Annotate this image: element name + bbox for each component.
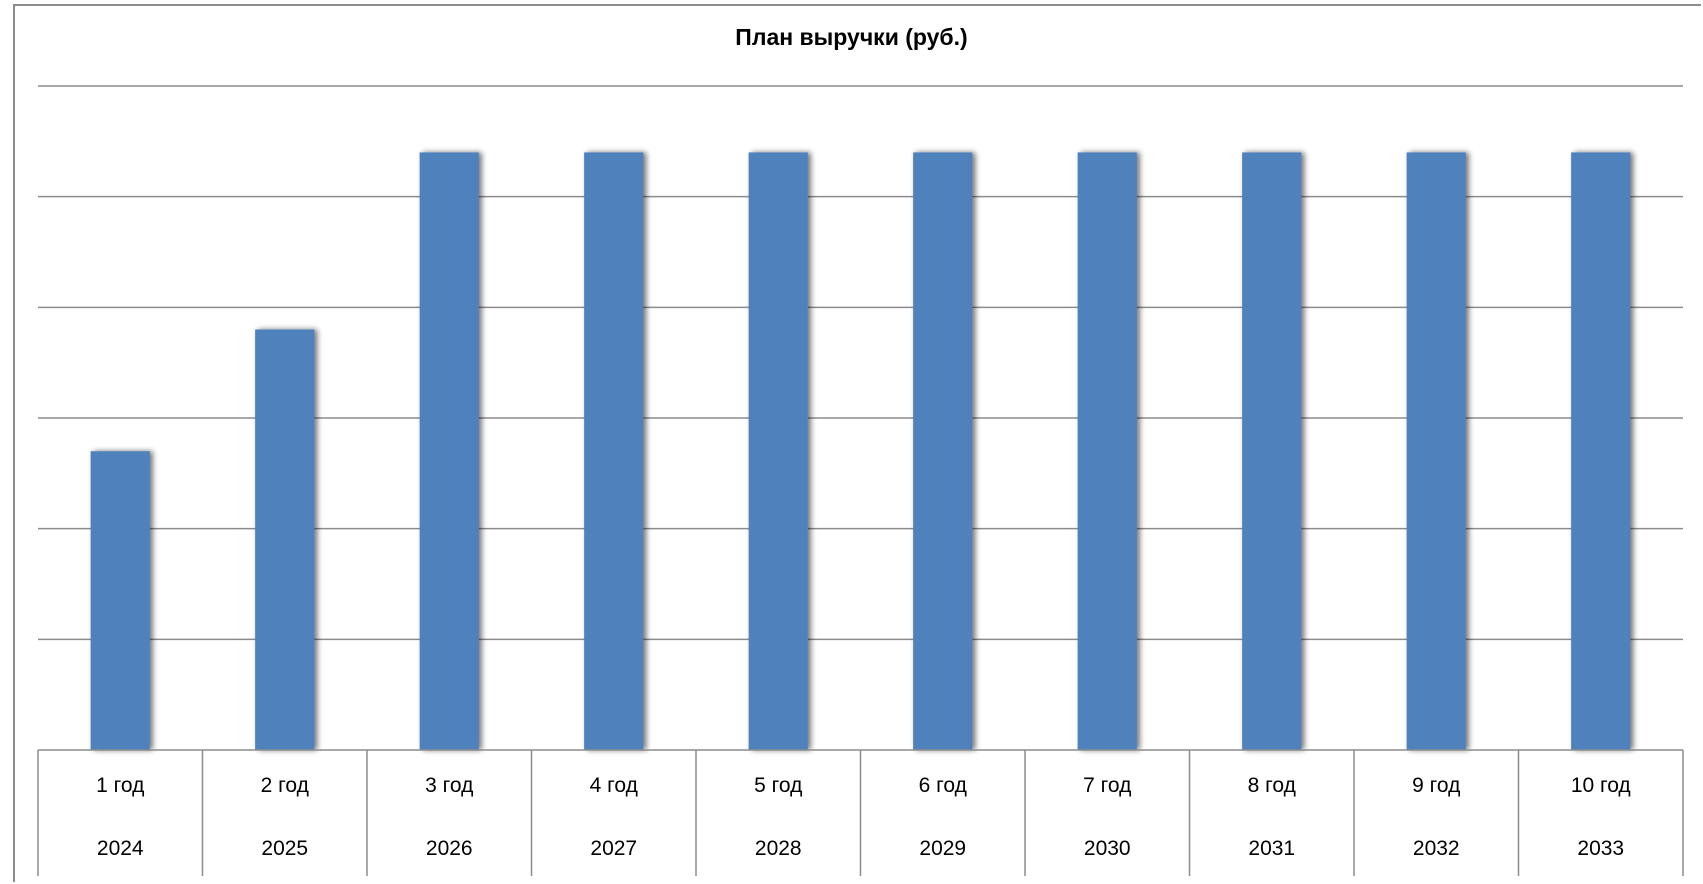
x-tick-label: 1 год <box>96 774 144 797</box>
x-tick-year-label: 2028 <box>755 837 802 860</box>
x-tick-year-label: 2030 <box>1084 837 1131 860</box>
bar <box>1406 152 1466 750</box>
x-tick-label: 6 год <box>919 774 967 797</box>
bar <box>255 329 315 750</box>
bar <box>419 152 479 750</box>
x-tick-year-label: 2027 <box>590 837 637 860</box>
x-tick-year-label: 2025 <box>261 837 308 860</box>
x-tick-label: 7 год <box>1083 774 1131 797</box>
bar <box>584 152 644 750</box>
x-tick-year-label: 2029 <box>919 837 966 860</box>
bar <box>748 152 808 750</box>
x-tick-year-label: 2033 <box>1577 837 1624 860</box>
x-tick-year-label: 2024 <box>97 837 144 860</box>
bar <box>90 451 150 750</box>
chart-frame <box>13 4 1701 882</box>
x-tick-label: 5 год <box>754 774 802 797</box>
x-tick-label: 3 год <box>425 774 473 797</box>
x-tick-year-label: 2031 <box>1248 837 1295 860</box>
bar <box>913 152 973 750</box>
x-tick-label: 4 год <box>590 774 638 797</box>
chart-title: План выручки (руб.) <box>735 24 968 50</box>
bar <box>1571 152 1631 750</box>
x-tick-label: 8 год <box>1248 774 1296 797</box>
x-tick-year-label: 2026 <box>426 837 473 860</box>
bar <box>1077 152 1137 750</box>
x-tick-year-label: 2032 <box>1413 837 1460 860</box>
bar <box>1242 152 1302 750</box>
x-tick-label: 9 год <box>1412 774 1460 797</box>
x-tick-label: 10 год <box>1571 774 1631 797</box>
x-tick-label: 2 год <box>261 774 309 797</box>
